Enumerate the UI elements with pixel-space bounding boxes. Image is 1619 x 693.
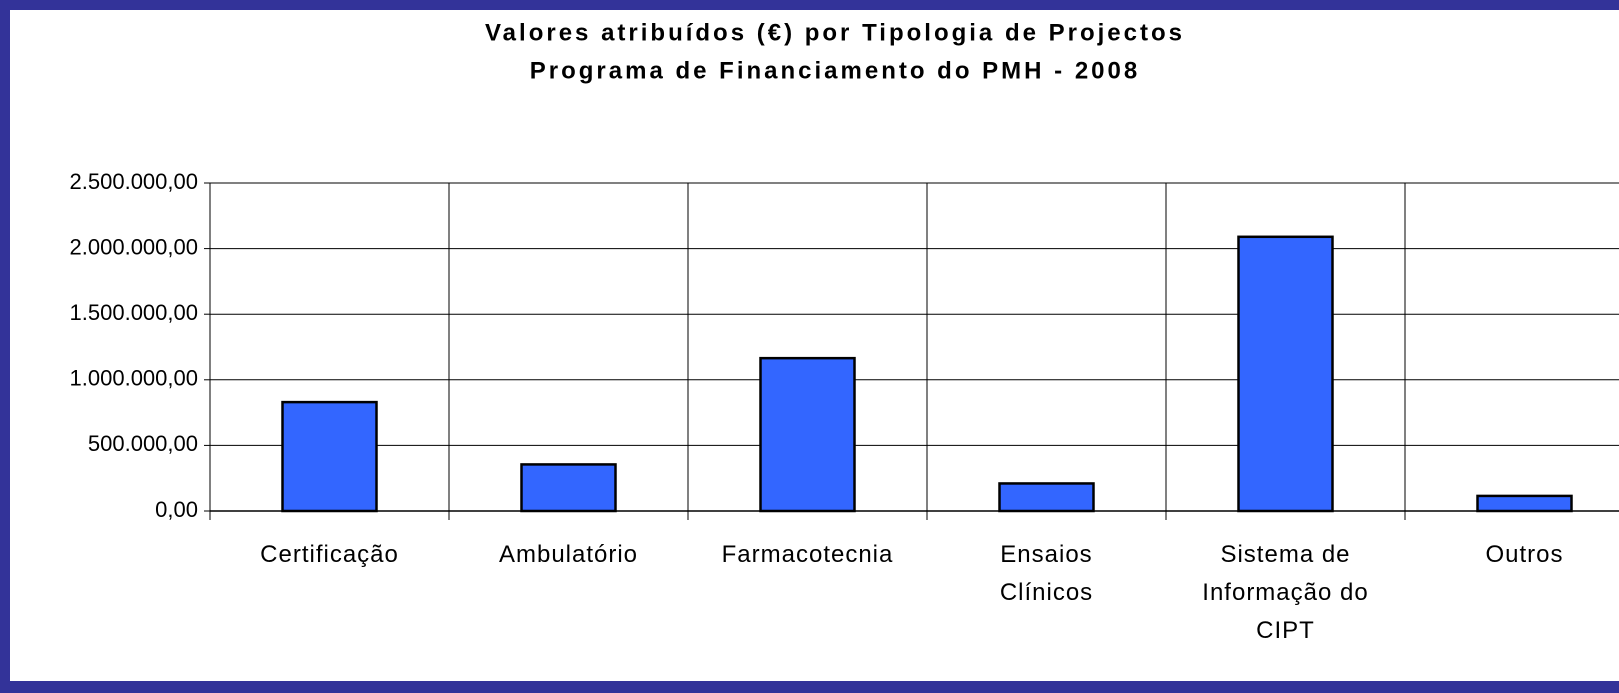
y-tick-label: 0,00 <box>155 497 198 522</box>
y-tick-label: 1.500.000,00 <box>70 300 198 325</box>
y-tick-label: 2.000.000,00 <box>70 234 198 259</box>
y-tick-label: 1.000.000,00 <box>70 366 198 391</box>
y-tick-label: 500.000,00 <box>88 431 198 456</box>
bar <box>998 482 1095 513</box>
y-tick-label: 2.500.000,00 <box>70 169 198 194</box>
bar <box>1476 494 1573 513</box>
chart-title: Valores atribuídos (€) por Tipologia de … <box>485 19 1185 46</box>
x-tick-label: Farmacotecnia <box>721 541 894 568</box>
bar <box>1237 235 1334 513</box>
chart: Valores atribuídos (€) por Tipologia de … <box>70 19 1619 522</box>
x-tick-label: Sistema de Informação do CIPT <box>1202 541 1369 644</box>
chart-frame: Valores atribuídos (€) por Tipologia de … <box>10 10 1619 681</box>
x-tick-label: Certificação <box>260 541 399 568</box>
x-tick-label: Ensaios Clínicos <box>999 541 1094 606</box>
bar <box>281 400 378 513</box>
bar <box>759 356 856 513</box>
x-tick-label: Outros <box>1485 541 1564 568</box>
bar <box>520 463 617 513</box>
chart-subtitle: Programa de Financiamento do PMH - 2008 <box>530 57 1140 84</box>
x-tick-label: Ambulatório <box>498 541 639 568</box>
